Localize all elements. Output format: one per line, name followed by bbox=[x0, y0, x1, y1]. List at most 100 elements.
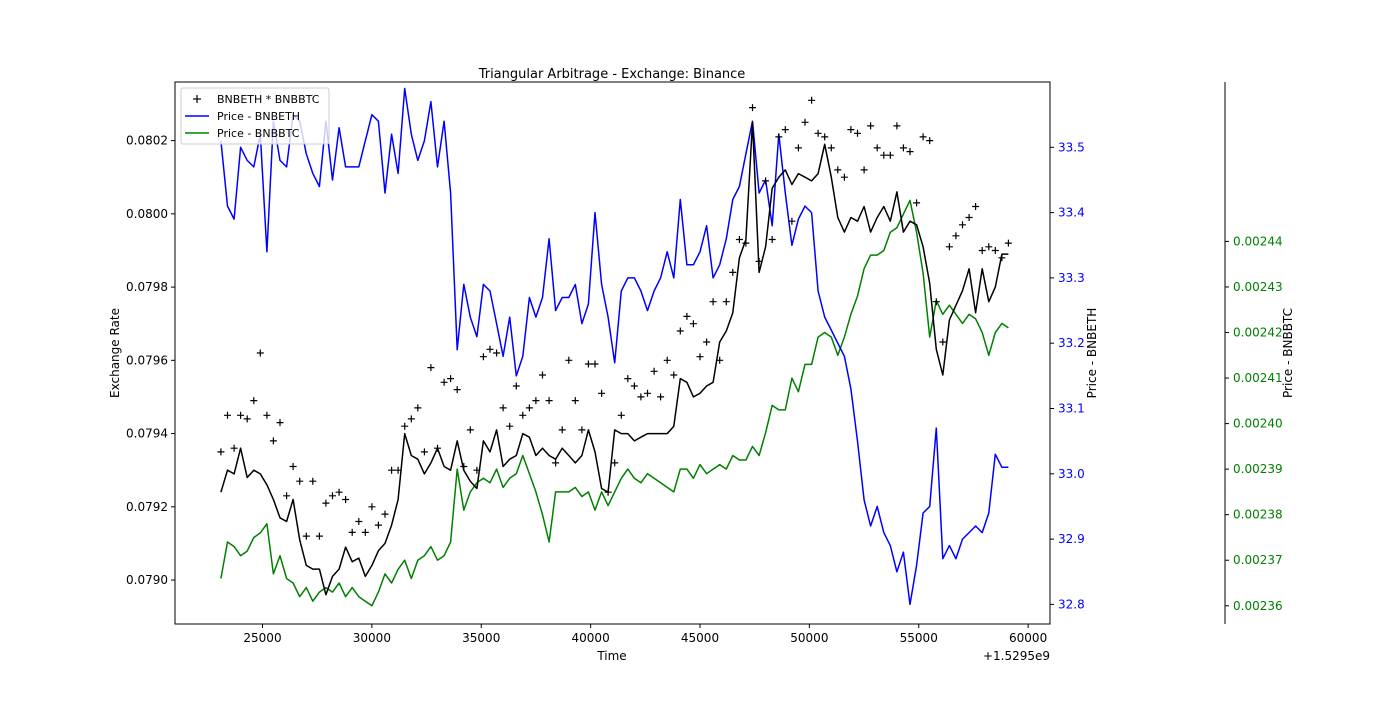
product-marker bbox=[854, 129, 861, 137]
plot-area bbox=[217, 87, 1012, 607]
product-marker bbox=[519, 411, 527, 419]
product-marker bbox=[447, 375, 455, 383]
product-marker bbox=[630, 382, 638, 390]
product-marker bbox=[617, 411, 625, 419]
product-marker bbox=[801, 118, 809, 126]
chart-title: Triangular Arbitrage - Exchange: Binance bbox=[478, 67, 746, 82]
x-axis-label: Time bbox=[596, 649, 626, 663]
product-marker bbox=[486, 345, 494, 353]
y-tick-label: 0.0796 bbox=[126, 353, 168, 367]
product-marker bbox=[493, 349, 501, 357]
product-marker bbox=[506, 422, 514, 430]
product-marker bbox=[735, 236, 743, 243]
product-marker bbox=[269, 437, 277, 445]
product-marker bbox=[762, 177, 770, 185]
product-marker bbox=[893, 122, 901, 130]
product-marker bbox=[781, 126, 789, 134]
product-marker bbox=[998, 254, 1006, 262]
x-tick-label: 35000 bbox=[462, 631, 500, 645]
product-marker bbox=[499, 404, 507, 412]
product-marker bbox=[355, 518, 363, 525]
product-marker bbox=[657, 393, 665, 401]
product-marker bbox=[676, 327, 684, 335]
product-marker bbox=[460, 463, 468, 470]
product-marker bbox=[932, 298, 940, 306]
product-marker bbox=[945, 243, 953, 251]
product-marker bbox=[899, 144, 907, 152]
product-marker bbox=[611, 459, 619, 467]
y-right2-tick-label: 0.00242 bbox=[1233, 326, 1283, 340]
product-marker bbox=[913, 199, 921, 207]
product-marker bbox=[388, 466, 396, 474]
product-marker bbox=[466, 426, 474, 434]
x-offset-label: +1.5295e9 bbox=[983, 649, 1050, 663]
y-right1-tick-label: 33.0 bbox=[1058, 467, 1085, 481]
product-marker bbox=[703, 338, 711, 346]
product-marker bbox=[558, 426, 566, 434]
product-marker bbox=[302, 532, 310, 540]
product-marker bbox=[342, 496, 350, 503]
product-marker bbox=[965, 214, 973, 221]
product-marker bbox=[427, 364, 435, 372]
product-marker bbox=[689, 320, 697, 328]
product-marker bbox=[394, 466, 402, 474]
y-axis-right-bnbbtc: 0.00236 0.00237 0.00238 0.00239 0.00240 0.002… bbox=[1225, 234, 1283, 613]
product-marker bbox=[552, 459, 560, 467]
product-marker bbox=[420, 448, 428, 456]
product-marker bbox=[959, 221, 966, 229]
x-tick-label: 50000 bbox=[790, 631, 828, 645]
x-axis: 25000 30000 35000 40000 45000 50000 55000 60000 bbox=[243, 624, 1047, 645]
product-marker bbox=[434, 444, 441, 452]
legend: BNBETH * BNBBTC Price - BNBETH Price - B… bbox=[180, 87, 330, 145]
product-marker bbox=[709, 298, 717, 306]
y-right2-tick-label: 0.00244 bbox=[1233, 234, 1283, 248]
y-axis-left: 0.0790 0.0792 0.0794 0.0796 0.0798 0.0800 0.08… bbox=[126, 134, 175, 587]
product-marker bbox=[919, 133, 927, 141]
y-right1-tick-label: 33.4 bbox=[1058, 206, 1085, 220]
product-marker bbox=[663, 356, 671, 364]
product-marker bbox=[755, 257, 763, 265]
series-line-bnbeth bbox=[220, 87, 1009, 606]
product-marker bbox=[650, 367, 658, 375]
product-marker bbox=[414, 404, 422, 412]
product-marker bbox=[348, 528, 356, 536]
legend-box bbox=[180, 87, 330, 145]
legend-label-bnbbtc: Price - BNBBTC bbox=[217, 127, 300, 140]
product-marker bbox=[453, 386, 461, 394]
product-marker bbox=[230, 444, 238, 452]
y-right2-tick-label: 0.00239 bbox=[1233, 462, 1283, 476]
product-marker bbox=[794, 144, 802, 152]
product-marker bbox=[283, 492, 291, 500]
product-marker bbox=[624, 375, 632, 383]
product-marker bbox=[716, 356, 724, 364]
product-marker bbox=[729, 268, 737, 276]
product-marker bbox=[545, 397, 553, 405]
product-marker bbox=[637, 393, 645, 401]
y-right2-tick-label: 0.00243 bbox=[1233, 280, 1283, 294]
series-line-product bbox=[220, 121, 1009, 596]
product-marker bbox=[289, 463, 297, 470]
legend-marker-product bbox=[193, 95, 201, 103]
x-tick-label: 55000 bbox=[900, 631, 938, 645]
product-marker bbox=[335, 488, 343, 496]
product-marker bbox=[991, 247, 999, 254]
x-tick-label: 40000 bbox=[572, 631, 610, 645]
y-axis-right-bnbeth: 32.8 32.9 33.0 33.1 33.2 33.3 33.4 33.5 bbox=[1050, 140, 1085, 611]
y-tick-label: 0.0798 bbox=[126, 280, 168, 294]
x-tick-label: 30000 bbox=[353, 631, 391, 645]
y-right1-tick-label: 33.5 bbox=[1058, 140, 1085, 154]
product-marker bbox=[926, 137, 934, 145]
product-marker bbox=[329, 492, 336, 500]
series-line-bnbbtc bbox=[220, 199, 1009, 607]
y-tick-label: 0.0800 bbox=[126, 207, 168, 221]
product-marker bbox=[401, 422, 409, 430]
y-tick-label: 0.0802 bbox=[126, 134, 168, 148]
product-marker bbox=[775, 133, 783, 141]
product-marker bbox=[847, 126, 855, 134]
product-marker bbox=[696, 353, 704, 361]
product-marker bbox=[276, 419, 284, 427]
y-right2-tick-label: 0.00241 bbox=[1233, 371, 1283, 385]
product-marker bbox=[985, 243, 993, 251]
product-marker bbox=[381, 510, 389, 518]
